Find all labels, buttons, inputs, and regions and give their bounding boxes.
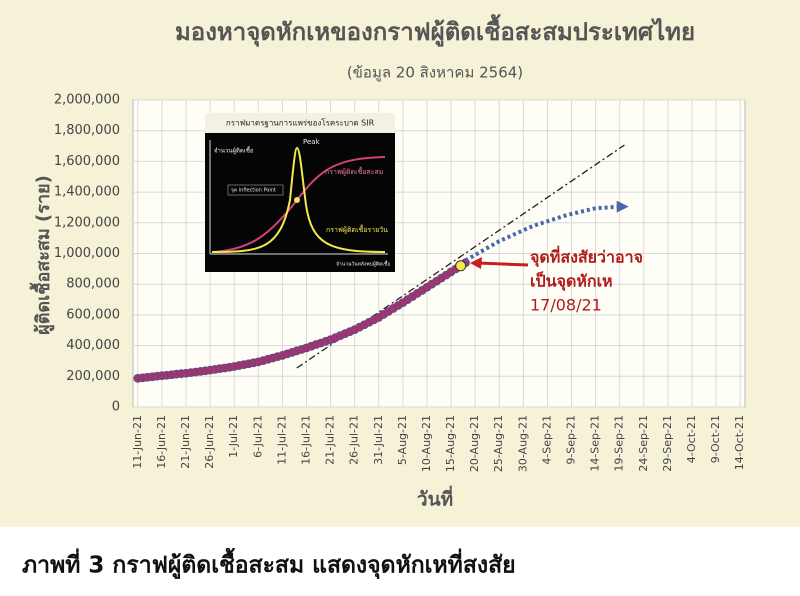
chart-subtitle: (ข้อมูล 20 สิงหาคม 2564) xyxy=(347,64,523,82)
y-tick-label: 0 xyxy=(112,400,120,415)
y-tick-label: 800,000 xyxy=(66,277,120,292)
x-tick-label: 21-Jun-21 xyxy=(179,415,192,469)
x-tick-label: 26-Jun-21 xyxy=(203,415,216,469)
x-tick-label: 29-Sep-21 xyxy=(661,415,674,472)
inset-x-label: จำนวนวันหลังพบผู้ติดเชื้อ xyxy=(336,259,390,268)
x-axis-label: วันที่ xyxy=(417,486,453,511)
x-tick-label: 5-Aug-21 xyxy=(396,415,409,465)
inset-title: กราฟมาตรฐานการแพร่ของโรคระบาด SIR xyxy=(226,118,375,128)
y-tick-label: 200,000 xyxy=(66,369,120,384)
y-tick-label: 400,000 xyxy=(66,338,120,353)
annotation-text: เป็นจุดหักเห xyxy=(530,270,613,292)
highlight-point xyxy=(455,260,467,272)
inset-y-label: จำนวนผู้ติดเชื้อ xyxy=(214,145,254,155)
y-tick-label: 2,000,000 xyxy=(54,93,120,108)
x-tick-label: 6-Jul-21 xyxy=(251,415,264,458)
y-tick-label: 1,000,000 xyxy=(54,246,120,261)
x-tick-label: 21-Jul-21 xyxy=(324,415,337,465)
annotation-text: 17/08/21 xyxy=(530,296,602,315)
caption: ภาพที่ 3 กราฟผู้ติดเชื้อสะสม แสดงจุดหักเ… xyxy=(22,548,516,580)
y-tick-label: 600,000 xyxy=(66,307,120,322)
inset-cumulative-label: กราฟผู้ติดเชื้อสะสม xyxy=(325,165,383,176)
annotation-arrow xyxy=(477,261,529,267)
inset-daily-label: กราฟผู้ติดเชื้อรายวัน xyxy=(326,223,388,234)
y-tick-label: 1,800,000 xyxy=(54,123,120,138)
x-tick-label: 14-Sep-21 xyxy=(589,415,602,472)
x-tick-label: 4-Oct-21 xyxy=(685,415,698,463)
x-tick-label: 14-Oct-21 xyxy=(733,415,746,470)
x-tick-label: 20-Aug-21 xyxy=(468,415,481,472)
inset: กราฟมาตรฐานการแพร่ของโรคระบาด SIR จำนวนผ… xyxy=(205,113,395,272)
y-tick-label: 1,400,000 xyxy=(54,185,120,200)
y-axis-label: ผู้ติดเชื้อสะสม (ราย) xyxy=(29,175,55,335)
x-tick-label: 9-Sep-21 xyxy=(565,415,578,465)
caption-background xyxy=(0,527,800,596)
x-tick-label: 1-Jul-21 xyxy=(227,415,240,458)
inset-daily-curve xyxy=(211,146,386,253)
x-tick-label: 9-Oct-21 xyxy=(709,415,722,463)
x-tick-label: 31-Jul-21 xyxy=(372,415,385,465)
x-tick-label: 25-Aug-21 xyxy=(492,415,505,472)
x-tick-label: 11-Jul-21 xyxy=(275,415,288,465)
projection-line xyxy=(464,204,620,263)
x-tick-label: 19-Sep-21 xyxy=(613,415,626,472)
inset-inflection-label: จุด inflection Point xyxy=(231,188,276,194)
inset-peak-label: Peak xyxy=(303,138,321,146)
y-tick-label: 1,200,000 xyxy=(54,215,120,230)
x-tick-label: 30-Aug-21 xyxy=(516,415,529,472)
chart-title: มองหาจุดหักเหของกราฟผู้ติดเชื้อสะสมประเท… xyxy=(175,13,695,48)
annotation-arrowhead xyxy=(470,257,482,269)
x-tick-label: 16-Jun-21 xyxy=(155,415,168,469)
inset-inflection-box xyxy=(227,184,284,196)
y-tick-label: 1,600,000 xyxy=(54,154,120,169)
x-tick-label: 26-Jul-21 xyxy=(348,415,361,465)
x-tick-label: 4-Sep-21 xyxy=(540,415,553,465)
x-tick-label: 11-Jun-21 xyxy=(131,415,144,469)
x-tick-label: 15-Aug-21 xyxy=(444,415,457,472)
projection-arrowhead xyxy=(616,200,629,213)
x-tick-label: 10-Aug-21 xyxy=(420,415,433,472)
inset-inflection-dot xyxy=(294,197,300,203)
x-tick-label: 24-Sep-21 xyxy=(637,415,650,472)
inset-header xyxy=(205,113,395,133)
annotation-text: จุดที่สงสัยว่าอาจ xyxy=(530,246,643,268)
x-tick-label: 16-Jul-21 xyxy=(299,415,312,465)
